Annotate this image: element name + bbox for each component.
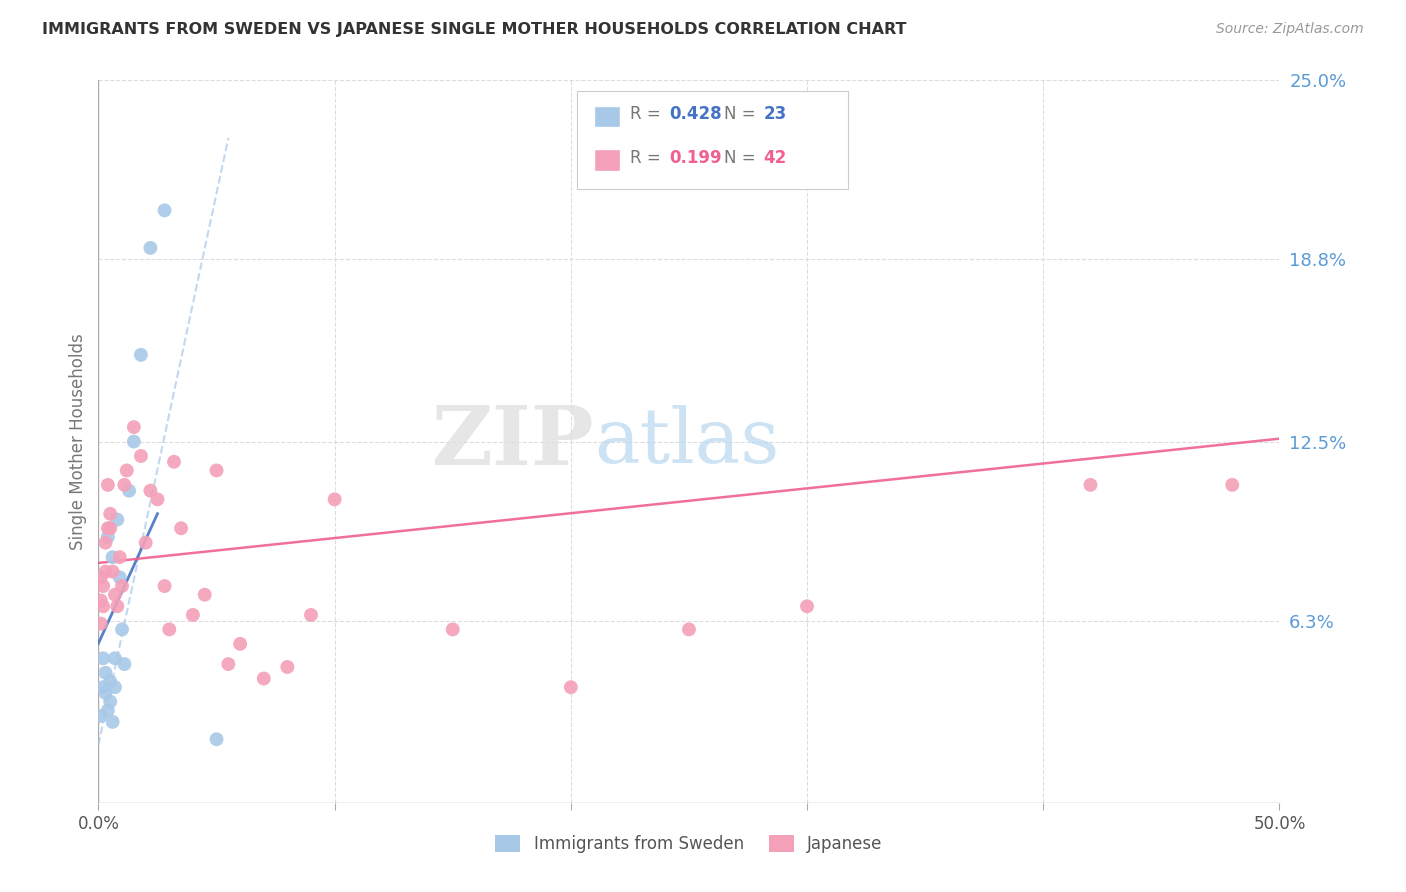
Point (97, 478, 120, 492)
Point (94, 565, 117, 579)
Point (146, 492, 169, 507)
Point (90, 570, 112, 584)
Point (108, 550, 131, 565)
Point (91, 651, 114, 665)
Point (205, 463, 228, 477)
Point (90, 616, 112, 631)
Point (104, 651, 127, 665)
Point (139, 241, 162, 255)
Text: 0.428: 0.428 (669, 105, 721, 123)
Point (91, 599, 114, 614)
Point (122, 420, 145, 434)
Point (323, 492, 346, 507)
Point (181, 607, 204, 622)
Point (104, 588, 127, 602)
Point (112, 478, 135, 492)
Text: 42: 42 (763, 149, 786, 167)
Point (153, 579, 176, 593)
Text: IMMIGRANTS FROM SWEDEN VS JAPANESE SINGLE MOTHER HOUSEHOLDS CORRELATION CHART: IMMIGRANTS FROM SWEDEN VS JAPANESE SINGL… (42, 22, 907, 37)
Point (229, 637, 252, 651)
Point (194, 588, 217, 602)
Point (112, 657, 135, 671)
Point (129, 449, 152, 463)
Point (94, 665, 117, 680)
Point (299, 607, 322, 622)
Point (90, 593, 112, 607)
Point (205, 732, 228, 747)
Point (217, 657, 239, 671)
Point (441, 623, 464, 637)
Point (253, 672, 276, 686)
Point (111, 623, 134, 637)
Text: R =: R = (630, 149, 666, 167)
Point (108, 570, 131, 584)
Bar (595, 105, 620, 128)
Point (97, 530, 120, 544)
Text: ZIP: ZIP (432, 401, 595, 482)
Point (111, 579, 134, 593)
Point (98, 521, 121, 535)
Point (98, 507, 121, 521)
Point (90, 709, 112, 723)
Point (796, 599, 818, 614)
Point (105, 599, 128, 614)
Point (153, 203, 176, 218)
Point (170, 521, 193, 535)
Text: N =: N = (724, 105, 761, 123)
Text: atlas: atlas (595, 405, 780, 478)
Point (101, 550, 124, 565)
Point (98, 674, 121, 689)
Point (98, 695, 121, 709)
Point (1080, 478, 1102, 492)
Point (105, 512, 128, 526)
Point (101, 565, 124, 579)
Text: Source: ZipAtlas.com: Source: ZipAtlas.com (1216, 22, 1364, 37)
Point (122, 434, 145, 449)
Point (163, 455, 186, 469)
Point (118, 483, 141, 498)
FancyBboxPatch shape (576, 91, 848, 189)
Y-axis label: Single Mother Households: Single Mother Households (69, 334, 87, 549)
Point (104, 680, 127, 694)
Point (560, 680, 582, 694)
Text: 23: 23 (763, 105, 786, 123)
Point (135, 535, 157, 549)
Point (94, 686, 117, 700)
Point (1220, 478, 1243, 492)
Point (97, 521, 120, 535)
Point (139, 483, 162, 498)
Text: R =: R = (630, 105, 666, 123)
Point (129, 348, 152, 362)
Point (678, 623, 700, 637)
Legend: Immigrants from Sweden, Japanese: Immigrants from Sweden, Japanese (489, 828, 889, 860)
Point (101, 714, 124, 729)
Text: 0.199: 0.199 (669, 149, 721, 167)
Point (115, 463, 138, 477)
Point (94, 535, 117, 549)
Bar (595, 149, 620, 170)
Point (91, 680, 114, 694)
Point (276, 660, 298, 674)
Point (91, 579, 114, 593)
Point (97, 703, 120, 717)
Point (157, 623, 180, 637)
Text: N =: N = (724, 149, 761, 167)
